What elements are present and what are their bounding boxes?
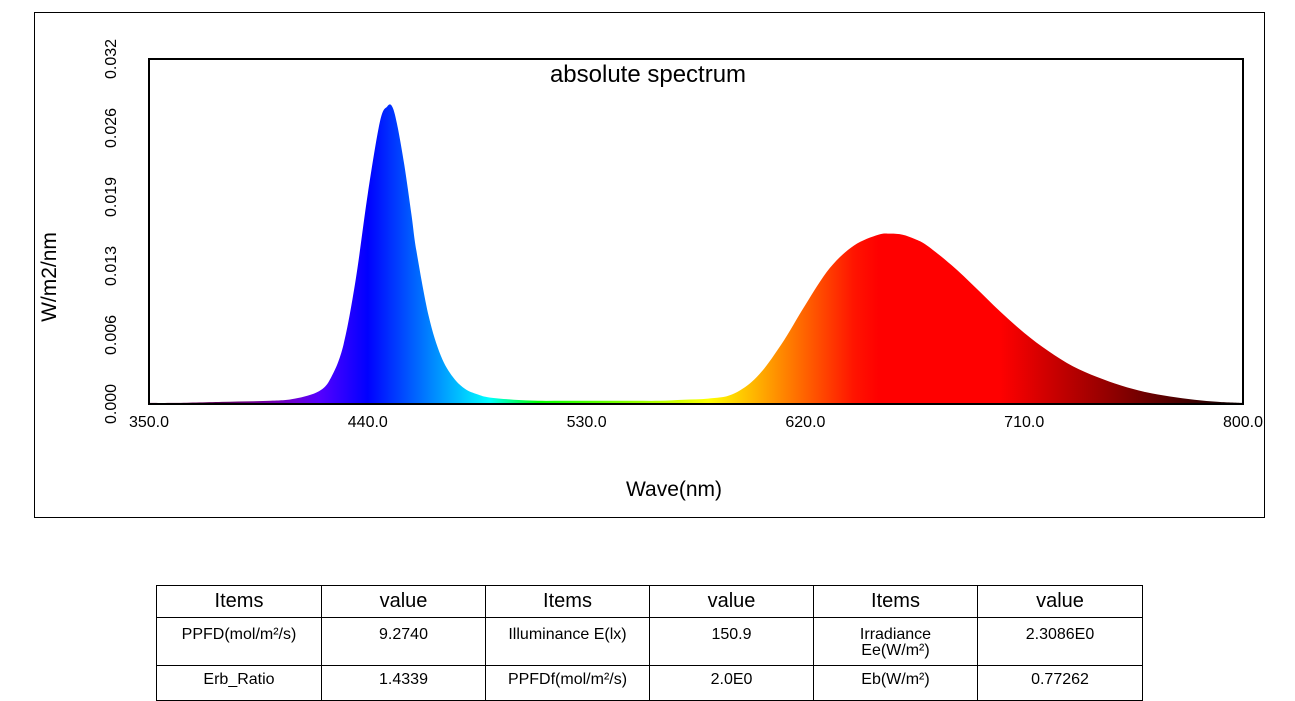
y-axis-label: W/m2/nm bbox=[38, 232, 61, 322]
spectrum-chart-frame: absolute spectrum Wave(nm) W/m2/nm 350.0… bbox=[34, 12, 1265, 518]
table-header-cell: value bbox=[977, 585, 1143, 618]
chart-title: absolute spectrum bbox=[550, 61, 746, 88]
table-header-cell: Items bbox=[813, 585, 978, 618]
x-tick-label: 800.0 bbox=[1223, 414, 1263, 431]
table-cell: 9.2740 bbox=[321, 617, 486, 666]
x-tick-label: 530.0 bbox=[567, 414, 607, 431]
x-axis-label: Wave(nm) bbox=[626, 478, 722, 501]
table-header-row: Items value Items value Items value bbox=[156, 585, 1143, 618]
table-cell: 0.77262 bbox=[977, 665, 1143, 701]
y-tick-label: 0.032 bbox=[103, 39, 120, 79]
x-tick-label: 710.0 bbox=[1004, 414, 1044, 431]
y-tick-label: 0.013 bbox=[103, 246, 120, 286]
table-header-cell: Items bbox=[485, 585, 650, 618]
table-cell: Erb_Ratio bbox=[156, 665, 322, 701]
x-tick-labels: 350.0 440.0 530.0 620.0 710.0 800.0 bbox=[129, 414, 1263, 431]
x-tick-label: 350.0 bbox=[129, 414, 169, 431]
table-cell: 2.0E0 bbox=[649, 665, 814, 701]
y-tick-labels: 0.000 0.006 0.013 0.019 0.026 0.032 bbox=[103, 39, 120, 424]
table-cell: PPFDf(mol/m²/s) bbox=[485, 665, 650, 701]
plot-area-border bbox=[148, 58, 1244, 405]
y-tick-label: 0.026 bbox=[103, 108, 120, 148]
x-tick-label: 620.0 bbox=[785, 414, 825, 431]
y-tick-label: 0.006 bbox=[103, 315, 120, 355]
results-table: Items value Items value Items value PPFD… bbox=[156, 585, 1143, 701]
table-row: PPFD(mol/m²/s) 9.2740 Illuminance E(lx) … bbox=[156, 617, 1143, 666]
table-cell: 1.4339 bbox=[321, 665, 486, 701]
y-tick-label: 0.000 bbox=[103, 384, 120, 424]
table-row: Erb_Ratio 1.4339 PPFDf(mol/m²/s) 2.0E0 E… bbox=[156, 665, 1143, 701]
table-cell: PPFD(mol/m²/s) bbox=[156, 617, 322, 666]
table-header-cell: value bbox=[321, 585, 486, 618]
table-cell: 2.3086E0 bbox=[977, 617, 1143, 666]
table-header-cell: Items bbox=[156, 585, 322, 618]
table-cell: 150.9 bbox=[649, 617, 814, 666]
spectrum-chart: absolute spectrum Wave(nm) W/m2/nm 350.0… bbox=[38, 39, 1263, 501]
spectrum-area bbox=[149, 104, 1243, 405]
table-cell: Illuminance E(lx) bbox=[485, 617, 650, 666]
y-tick-label: 0.019 bbox=[103, 177, 120, 217]
table-header-cell: value bbox=[649, 585, 814, 618]
table-cell: Irradiance Ee(W/m²) bbox=[813, 617, 978, 666]
table-cell: Eb(W/m²) bbox=[813, 665, 978, 701]
x-tick-label: 440.0 bbox=[348, 414, 388, 431]
